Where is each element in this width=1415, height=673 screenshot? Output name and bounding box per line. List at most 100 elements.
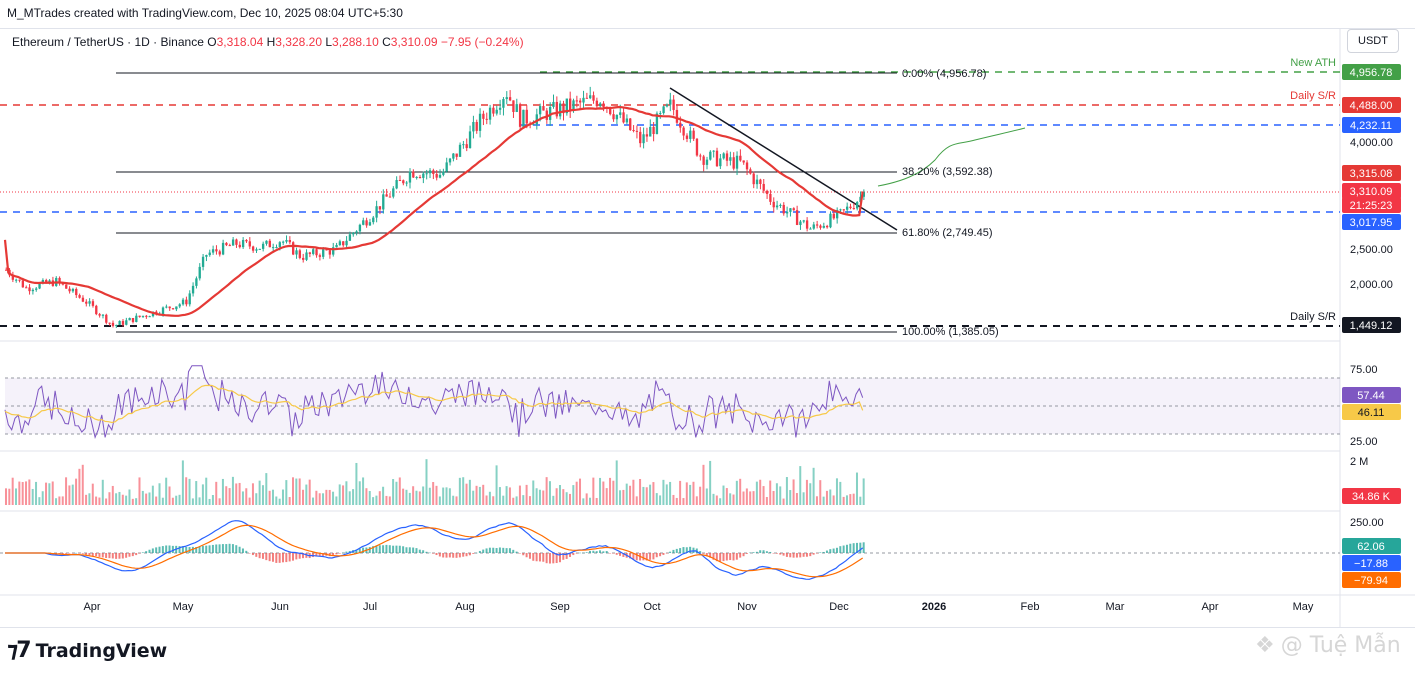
candle — [75, 288, 78, 296]
macd-hist-bar — [438, 553, 441, 557]
volume-bar — [11, 477, 14, 505]
candle — [88, 301, 91, 304]
candle — [762, 183, 765, 191]
volume-bar — [538, 489, 541, 505]
macd-hist-bar — [208, 545, 211, 553]
candle — [799, 221, 802, 225]
candle — [732, 157, 735, 169]
macd-tick: 250.00 — [1350, 517, 1384, 529]
macd-hist-bar — [635, 553, 638, 561]
macd-hist-bar — [802, 553, 805, 557]
macd-hist-bar — [71, 553, 74, 554]
volume-bar — [695, 496, 698, 505]
macd-hist-bar — [779, 553, 782, 555]
macd-hist-bar — [335, 553, 338, 555]
candle — [278, 242, 281, 248]
candlestick-series — [5, 86, 865, 329]
macd-hist-bar — [532, 553, 535, 561]
candle — [682, 127, 685, 136]
candle — [208, 252, 211, 256]
macd-hist-bar — [739, 553, 742, 558]
candle — [599, 103, 602, 107]
price-tag: 46.11 — [1358, 407, 1385, 419]
watermark: ❖ @ Tuệ Mẫn — [1255, 633, 1401, 658]
fib-100-label: 100.00% (1,385.05) — [902, 326, 999, 338]
volume-bar — [802, 492, 805, 505]
price-tag: 3,310.09 — [1350, 186, 1393, 198]
macd-hist-bar — [732, 553, 735, 561]
candle — [585, 97, 589, 99]
price-tag-background — [1342, 183, 1401, 199]
volume-bar — [715, 495, 718, 505]
volume-bar — [815, 496, 818, 505]
candle — [11, 275, 15, 280]
candle — [832, 213, 835, 219]
volume-bar — [635, 496, 638, 505]
macd-hist-bar — [822, 551, 825, 553]
symbol-name[interactable]: Ethereum / TetherUS · 1D · Binance — [12, 35, 204, 49]
macd-hist-bar — [599, 550, 602, 553]
candle — [462, 144, 465, 146]
macd-hist-bar — [261, 553, 264, 559]
candle — [195, 278, 198, 286]
candle — [131, 318, 135, 322]
macd-hist-bar — [652, 553, 655, 560]
candle — [498, 107, 502, 110]
macd-hist-bar — [719, 553, 722, 562]
candle — [302, 257, 305, 260]
symbol-legend[interactable]: Ethereum / TetherUS · 1D · Binance O3,31… — [12, 35, 524, 49]
macd-hist-bar — [819, 552, 822, 553]
macd-line — [5, 520, 864, 580]
price-tag: 4,956.78 — [1350, 67, 1393, 79]
close-value: 3,310.09 — [390, 35, 438, 49]
volume-bar — [612, 480, 615, 505]
candle — [729, 157, 732, 161]
macd-hist-bar — [832, 548, 835, 553]
volume-bar — [28, 479, 31, 505]
candle — [405, 182, 408, 184]
macd-hist-bar — [769, 551, 772, 553]
volume-bar — [31, 488, 34, 505]
volume-bar — [81, 464, 84, 505]
volume-bar — [118, 491, 121, 505]
candle — [752, 173, 755, 185]
macd-hist-bar — [288, 553, 291, 562]
currency-selector[interactable]: USDT — [1347, 29, 1399, 53]
macd-hist-bar — [702, 553, 705, 554]
tradingview-logo-icon: ⁊7 — [7, 638, 32, 663]
candle — [749, 169, 752, 174]
macd-hist-bar — [191, 546, 194, 553]
volume-bar — [725, 488, 728, 505]
candle — [715, 150, 719, 167]
macd-hist-bar — [478, 550, 481, 553]
volume-bar — [358, 481, 361, 505]
macd-hist-bar — [845, 544, 848, 553]
volume-bar — [762, 486, 765, 505]
volume-bar — [502, 495, 505, 505]
candle — [772, 201, 775, 208]
volume-bar — [749, 491, 752, 505]
volume-bar — [735, 480, 738, 505]
macd-hist-bar — [672, 549, 675, 553]
volume-bar — [679, 480, 682, 505]
candle — [622, 112, 625, 123]
volume-bar — [328, 489, 331, 505]
candle — [542, 106, 545, 111]
volume-bar — [642, 486, 645, 505]
candle — [395, 180, 398, 189]
macd-hist-bar — [241, 548, 244, 553]
candle — [795, 210, 799, 225]
macd-hist-bar — [238, 546, 241, 553]
macd-hist-bar — [302, 553, 305, 559]
macd-hist-bar — [285, 553, 288, 563]
tradingview-logo[interactable]: ⁊7 TradingView — [7, 638, 167, 663]
candle — [325, 249, 328, 251]
volume-bar — [662, 479, 665, 505]
volume-bar — [91, 483, 94, 505]
candle — [271, 247, 275, 249]
volume-bar — [125, 495, 128, 505]
candle — [515, 104, 518, 112]
volume-bar — [819, 480, 822, 505]
macd-hist-bar — [338, 553, 341, 554]
